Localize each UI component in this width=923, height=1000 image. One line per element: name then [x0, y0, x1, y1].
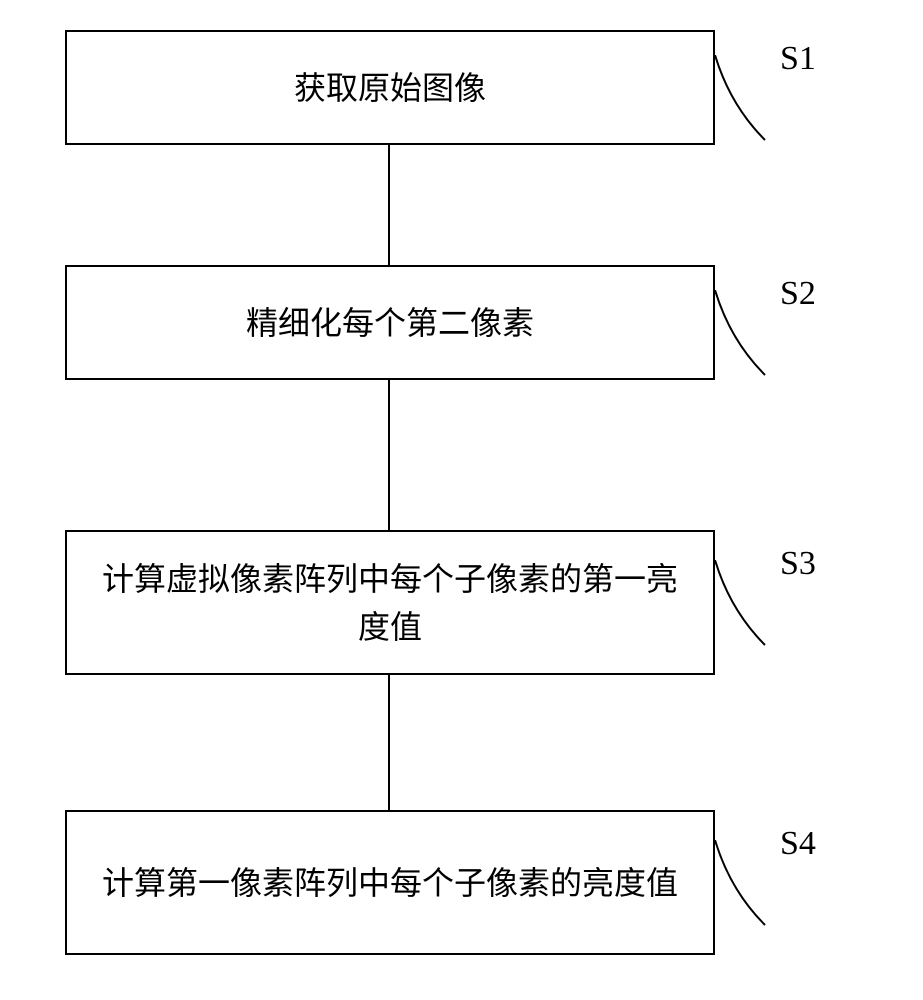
step-label-s2: S2 [780, 275, 816, 313]
step-box-s3: 计算虚拟像素阵列中每个子像素的第一亮度值 [65, 530, 715, 675]
step-text-s3: 计算虚拟像素阵列中每个子像素的第一亮度值 [87, 555, 693, 651]
connector-s2-s3 [388, 380, 390, 530]
step-label-s4: S4 [780, 825, 816, 863]
connector-s1-s2 [388, 145, 390, 265]
step-text-s2: 精细化每个第二像素 [246, 299, 534, 347]
step-label-s1: S1 [780, 40, 816, 78]
step-box-s2: 精细化每个第二像素 [65, 265, 715, 380]
step-box-s4: 计算第一像素阵列中每个子像素的亮度值 [65, 810, 715, 955]
label-arc-s2 [715, 290, 775, 380]
step-label-s3: S3 [780, 545, 816, 583]
label-arc-s4 [715, 840, 775, 930]
label-arc-s1 [715, 55, 775, 145]
step-box-s1: 获取原始图像 [65, 30, 715, 145]
connector-s3-s4 [388, 675, 390, 810]
flowchart-container: 获取原始图像 S1 精细化每个第二像素 S2 计算虚拟像素阵列中每个子像素的第一… [0, 0, 923, 1000]
step-text-s1: 获取原始图像 [294, 64, 486, 112]
label-arc-s3 [715, 560, 775, 650]
step-text-s4: 计算第一像素阵列中每个子像素的亮度值 [102, 859, 678, 907]
